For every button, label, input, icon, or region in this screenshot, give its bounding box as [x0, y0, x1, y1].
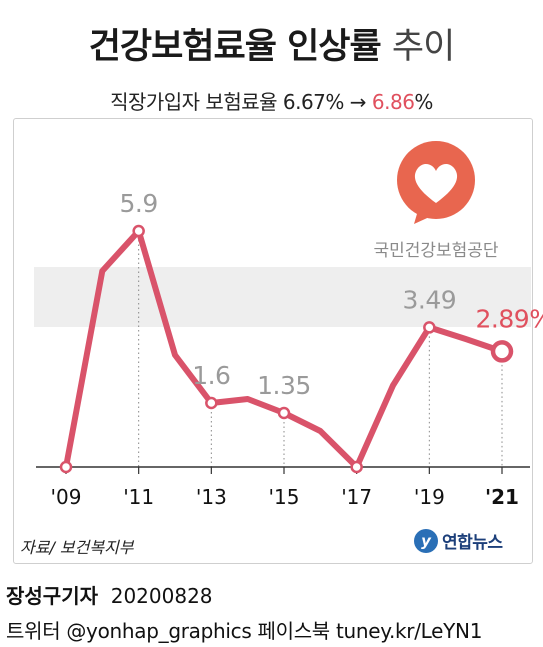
title-main: 건강보험료율 인상률 — [88, 27, 382, 67]
chart-panel — [13, 118, 533, 564]
social-line: 트위터 @yonhap_graphics 페이스북 tuney.kr/LeYN1 — [6, 619, 483, 643]
agency-name: 연합뉴스 — [442, 533, 503, 553]
data-point — [59, 460, 73, 474]
x-tick-label: '09 — [51, 485, 82, 509]
dotted-guides — [138, 231, 503, 467]
data-label: 3.49 — [402, 285, 456, 314]
data-point — [350, 460, 363, 474]
data-point — [277, 406, 291, 420]
x-tick-label: '17 — [341, 485, 372, 509]
x-tick-label: '15 — [269, 485, 300, 509]
subtitle-highlight: 6.86 — [371, 90, 415, 114]
data-points — [59, 224, 514, 474]
data-point — [423, 321, 436, 334]
data-labels: 5.9 1.6 1.35 3.49 2.89% — [120, 189, 543, 400]
data-point — [132, 224, 145, 238]
publish-date: 20200828 — [110, 584, 213, 608]
title-rest: 추이 — [391, 27, 455, 67]
x-tick-label: '13 — [196, 485, 227, 509]
line-chart: 국민건강보험공단 '09 '11 '13 '15 '17 '19 '21 5.9 1.6 1.3… — [34, 141, 543, 509]
chart-subtitle: 직장가입자 보험료율 6.67% → 6.86% — [0, 86, 543, 115]
data-label: 1.6 — [192, 361, 230, 390]
source-note: 자료/ 보건복지부 — [20, 538, 134, 557]
x-ticks: '09 '11 '13 '15 '17 '19 '21 — [51, 467, 519, 509]
background-bands — [34, 267, 531, 327]
yonhap-logo-icon: y — [414, 528, 438, 553]
reporter-name: 장성구기자 — [6, 584, 98, 608]
nhis-logo: 국민건강보험공단 — [373, 141, 499, 261]
subtitle-suffix: % — [414, 90, 433, 114]
heart-speech-bubble-icon — [397, 141, 475, 224]
nhis-name: 국민건강보험공단 — [373, 241, 498, 261]
data-label: 5.9 — [120, 189, 158, 218]
data-point — [205, 396, 218, 410]
data-label: 1.35 — [257, 371, 311, 400]
subtitle-prefix: 직장가입자 보험료율 6.67% → — [110, 90, 372, 114]
x-tick-label: '21 — [485, 485, 519, 509]
background-band — [34, 267, 531, 327]
data-point — [490, 340, 514, 363]
data-label: 2.89% — [476, 304, 543, 333]
x-tick-label: '11 — [123, 485, 154, 509]
reporter-line: 장성구기자 20200828 — [6, 580, 213, 609]
chart-title: 건강보험료율 인상률 추이 — [0, 18, 543, 69]
agency-logo: y 연합뉴스 — [414, 528, 503, 553]
x-tick-label: '19 — [414, 485, 445, 509]
